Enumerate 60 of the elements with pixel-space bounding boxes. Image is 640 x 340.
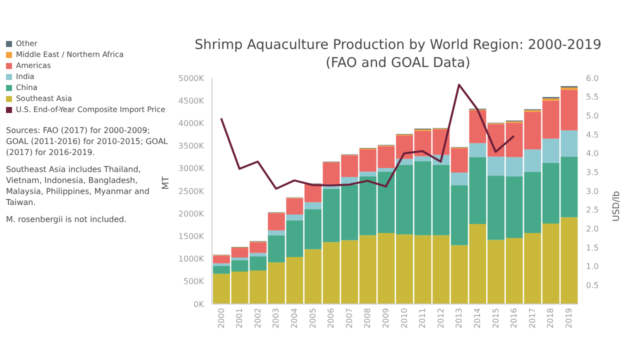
x-tick-label: 2010 (400, 308, 409, 328)
bar (286, 214, 304, 220)
bar (268, 230, 285, 236)
bar (359, 172, 376, 177)
line-series (220, 84, 515, 190)
bar (213, 263, 230, 266)
x-tick-label: 2004 (290, 308, 300, 328)
x-tick-label: 2006 (326, 308, 336, 328)
y2-tick-label: 5.5 (586, 92, 599, 102)
y-tick-label: 3500K (178, 142, 205, 151)
y-tick-label: 3000K (178, 164, 205, 174)
x-tick-label: 2000 (216, 308, 226, 328)
y2-tick-label: 2.0 (586, 224, 599, 234)
y-tick-label: 1000K (178, 254, 205, 264)
x-tick-label: 2017 (528, 308, 537, 328)
x-tick-label: 2019 (564, 308, 574, 328)
y-tick-label: 1500K (178, 232, 205, 242)
y2-tick-label: 5.0 (586, 112, 599, 121)
x-tick-label: 2012 (436, 308, 446, 328)
y2-tick-label: 1.0 (586, 262, 599, 272)
x-tick-label: 2011 (418, 308, 428, 328)
y2-tick-label: 2.5 (586, 206, 599, 215)
x-tick-label: 2014 (473, 308, 482, 328)
y-tick-label: 500K (183, 277, 205, 286)
y2-tick-label: 3.0 (586, 186, 599, 196)
text: M. rosenbergii is not included. (6, 214, 128, 225)
y-tick-label: 4500K (178, 96, 205, 106)
x-tick-label: 2003 (272, 308, 281, 328)
x-tick-label: 2005 (308, 308, 318, 328)
x-tick-label: 2018 (546, 308, 556, 328)
y2-tick-label: 3.5 (586, 168, 599, 178)
y2-tick-label: 4.0 (586, 149, 599, 158)
x-tick-label: 2007 (344, 308, 354, 328)
x-tick-label: 2015 (491, 308, 500, 328)
y2-tick-label: 0.5 (586, 281, 599, 290)
source-note: Sources: FAO (2017) for 2000-2009; GOAL (2011-2016) for 2010-2015; GOAL (2017) for 2016-2019. (6, 125, 169, 158)
x-tick-label: 2008 (363, 308, 372, 328)
text: Southeast Asia includes Thailand, Vietnam, Indonesia, Bangladesh, Malaysia, Philippines, Myanmar and Taiwan. (6, 165, 150, 207)
y-tick-label: 2000K (178, 209, 205, 218)
y-tick-label: 5000K (178, 74, 205, 83)
y2-tick-label: 1.5 (586, 243, 599, 252)
x-tick-label: 2013 (454, 308, 464, 328)
y-tick-label: 4000K (178, 119, 205, 128)
y2-tick-label: 4.5 (586, 130, 599, 140)
bar (304, 202, 322, 210)
chart-title: Shrimp Aquaculture Production by World Region: 2000-2019 (FAO and GOAL Data) (194, 36, 602, 72)
bar (560, 87, 578, 90)
x-tick-label: 2016 (510, 308, 519, 328)
bar (378, 168, 395, 172)
bar (231, 257, 248, 260)
y-axis-title: MT (162, 176, 172, 190)
x-tick-label: 2009 (382, 308, 391, 328)
bar (250, 252, 267, 257)
y-tick-label: 0K (194, 300, 205, 309)
y2-tick-label: 6.0 (586, 74, 599, 83)
y2-axis-title: USD/lb (612, 190, 622, 222)
y-tick-label: 2500K (178, 186, 205, 196)
x-tick-label: 2001 (235, 308, 244, 328)
bar (450, 172, 468, 186)
x-tick-label: 2002 (253, 308, 262, 328)
